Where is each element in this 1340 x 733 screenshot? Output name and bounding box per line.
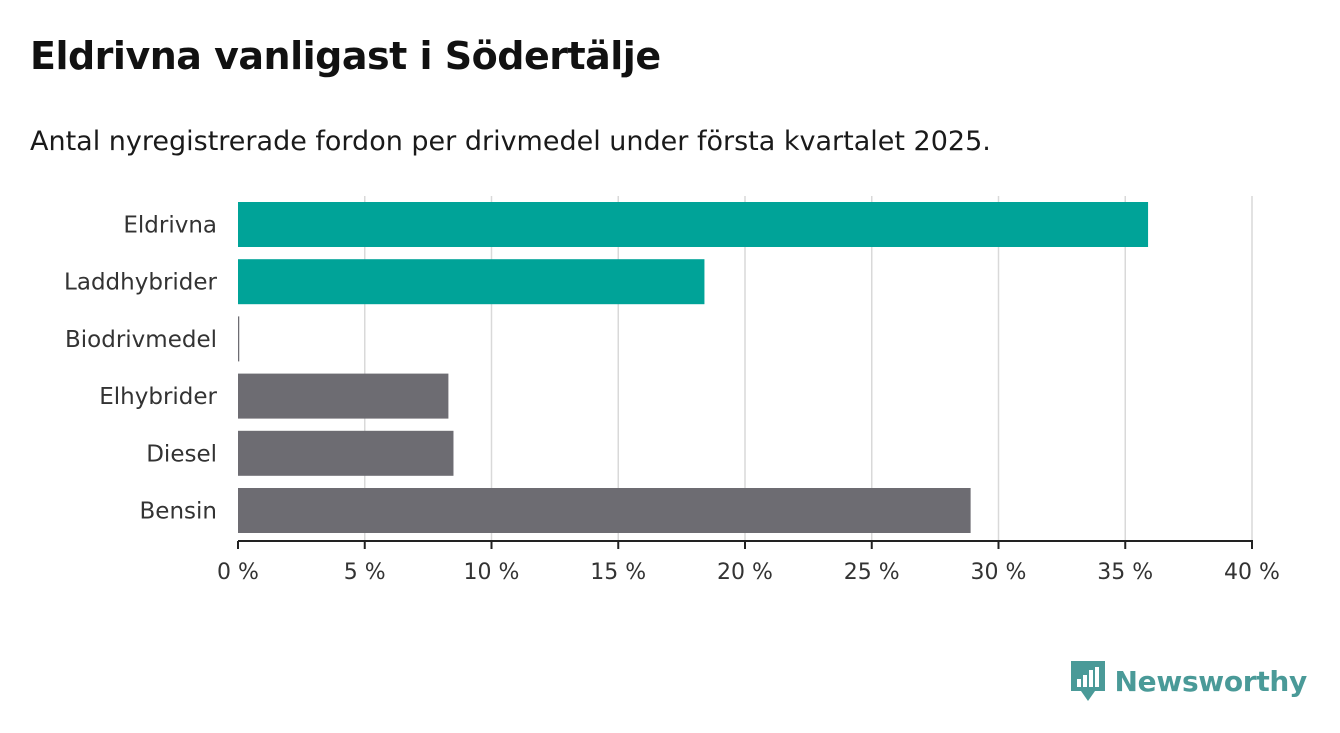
category-label: Bensin	[140, 499, 217, 525]
x-tick-label: 15 %	[590, 560, 646, 585]
category-label: Laddhybrider	[64, 270, 217, 296]
bar	[238, 259, 705, 305]
chart-subtitle: Antal nyregistrerade fordon per drivmede…	[30, 126, 991, 157]
bar	[238, 202, 1149, 247]
x-tick-label: 10 %	[464, 560, 520, 585]
brand-name: Newsworthy	[1114, 664, 1308, 698]
category-label: Diesel	[146, 441, 217, 467]
x-tick-label: 25 %	[844, 560, 900, 585]
x-tick-label: 35 %	[1097, 560, 1153, 585]
category-label: Elhybrider	[99, 384, 217, 410]
x-tick-label: 5 %	[344, 560, 386, 585]
x-tick-label: 20 %	[717, 560, 773, 585]
x-tick-label: 40 %	[1224, 560, 1280, 585]
newsworthy-logo-icon	[1070, 661, 1105, 701]
chart-title: Eldrivna vanligast i Södertälje	[30, 34, 661, 78]
brand-logo: Newsworthy	[1070, 660, 1308, 702]
x-tick-label: 30 %	[971, 560, 1027, 585]
category-label: Biodrivmedel	[65, 327, 217, 353]
bar	[238, 488, 971, 533]
category-label: Eldrivna	[123, 213, 217, 239]
bar	[238, 373, 449, 419]
bar	[238, 430, 454, 476]
x-tick-label: 0 %	[217, 560, 259, 585]
bar	[238, 316, 240, 362]
